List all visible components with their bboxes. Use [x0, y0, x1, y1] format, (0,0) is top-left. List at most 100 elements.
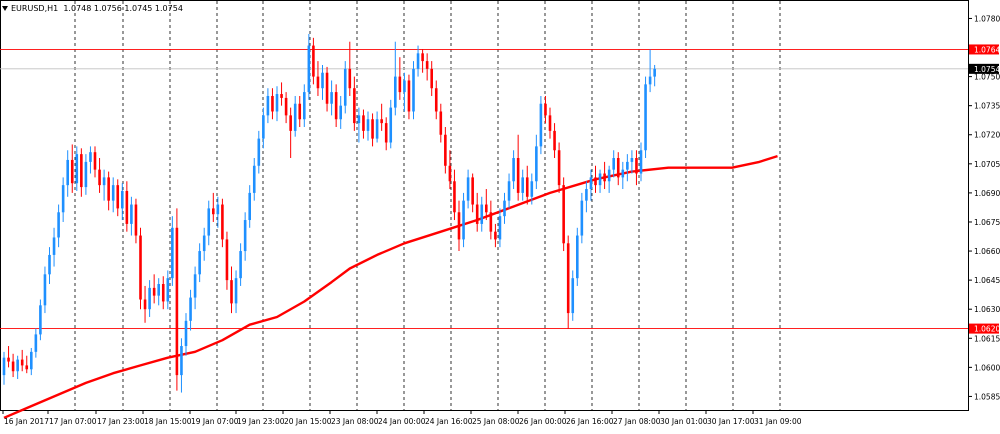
candle-layer [2, 33, 656, 393]
candle-body [271, 95, 274, 112]
y-tick-label: 1.0645 [974, 276, 1000, 285]
moving-average-layer [3, 154, 778, 419]
candle-body [152, 287, 156, 296]
candle-body [166, 278, 170, 302]
candle-body [612, 158, 615, 170]
candle-body [34, 334, 38, 352]
candle-body [412, 68, 415, 112]
candle-body [52, 237, 56, 255]
x-axis: 16 Jan 2017 17 Jan 07:00 17 Jan 23:00 18 Ja… [2, 410, 802, 426]
candle-body [262, 115, 265, 139]
candle-body [75, 154, 79, 184]
candle-body [189, 297, 192, 321]
candle-body [407, 80, 411, 112]
candle-body [535, 146, 538, 182]
y-tick-label: 1.0750 [974, 73, 1000, 82]
candle-body [312, 45, 315, 77]
candle-body [239, 251, 242, 279]
level-price-tag [969, 44, 999, 55]
candle-body [293, 103, 297, 131]
y-tick-label: 1.0615 [974, 334, 1000, 343]
candle-body [266, 95, 270, 116]
candle-body [421, 53, 424, 62]
candle-body [380, 119, 383, 124]
x-tick-label: 26 Jan 16:00 [566, 417, 614, 426]
candle-body [444, 134, 447, 166]
candle-body [644, 84, 647, 151]
candle-body [298, 103, 302, 120]
candle-body [107, 177, 110, 201]
candle-body [516, 158, 520, 193]
dropdown-triangle-icon[interactable] [2, 6, 8, 11]
candle-body [275, 94, 279, 112]
candle-body [453, 181, 456, 213]
candle-body [66, 159, 69, 186]
candle-body [202, 235, 206, 252]
current-price-tag [969, 63, 999, 74]
candle-body [225, 239, 229, 281]
candle-body [348, 68, 352, 89]
candle-body [180, 346, 183, 376]
candle-body [11, 361, 15, 372]
x-tick-label: 20 Jan 15:00 [284, 417, 332, 426]
symbol-timeframe: EURUSD,H1 [11, 4, 59, 13]
y-tick-label: 1.0585 [974, 392, 1000, 401]
candle-body [653, 68, 656, 77]
candle-body [143, 299, 147, 310]
candle-body [384, 123, 388, 143]
candle-body [362, 115, 365, 131]
level-price-tag [969, 323, 999, 334]
candle-body [530, 181, 534, 197]
y-tick-label: 1.0690 [974, 189, 1000, 198]
candle-body [30, 351, 33, 370]
candle-body [626, 161, 629, 170]
y-tick-label: 1.0675 [974, 218, 1000, 227]
symbol-info-bar: EURUSD,H1 1.0748 1.0756 1.0745 1.0754 [2, 4, 183, 13]
candle-body [61, 185, 65, 213]
candle-body [471, 177, 474, 205]
candle-body [102, 177, 106, 186]
candle-body [57, 212, 60, 238]
candle-body [635, 158, 638, 174]
candle-body [416, 53, 420, 69]
x-tick-label: 31 Jan 09:00 [754, 417, 802, 426]
candle-body [425, 61, 429, 69]
candle-body [248, 192, 251, 221]
candle-body [243, 220, 247, 252]
candle-body [234, 278, 238, 304]
candle-body [375, 119, 379, 139]
candle-body [325, 72, 329, 104]
candle-body [307, 45, 311, 93]
candle-body [616, 158, 620, 178]
candle-body [480, 204, 484, 224]
candle-body [175, 227, 179, 376]
candle-body [576, 235, 579, 279]
candle-body [48, 254, 51, 275]
candle-body [494, 231, 497, 240]
candle-body [316, 76, 320, 89]
candle-body [430, 68, 433, 89]
x-tick-label: 27 Jan 08:00 [613, 417, 661, 426]
candle-body [7, 357, 10, 362]
candle-body [371, 119, 374, 139]
candle-body [289, 115, 292, 131]
candle-body [16, 359, 19, 372]
level-price-label: 1.0620 [974, 325, 1000, 334]
y-tick-label: 1.0735 [974, 102, 1000, 111]
candle-body [252, 165, 256, 193]
candle-body [389, 107, 393, 143]
x-tick-label: 24 Jan 16:00 [425, 417, 473, 426]
candle-body [485, 204, 488, 213]
y-axis: 1.0780 1.0750 1.0735 1.0720 1.0705 1.0690 1.06… [968, 14, 1000, 401]
y-tick-label: 1.0630 [974, 305, 1000, 314]
candle-body [594, 177, 597, 186]
x-tick-label: 17 Jan 23:00 [97, 417, 145, 426]
candle-body [648, 76, 652, 85]
candle-body [525, 177, 529, 197]
candle-body [589, 177, 593, 190]
x-tick-label: 30 Jan 01:00 [660, 417, 708, 426]
candle-body [603, 173, 606, 182]
candle-body [148, 287, 151, 310]
candle-body [184, 320, 188, 347]
candle-body [116, 185, 120, 209]
